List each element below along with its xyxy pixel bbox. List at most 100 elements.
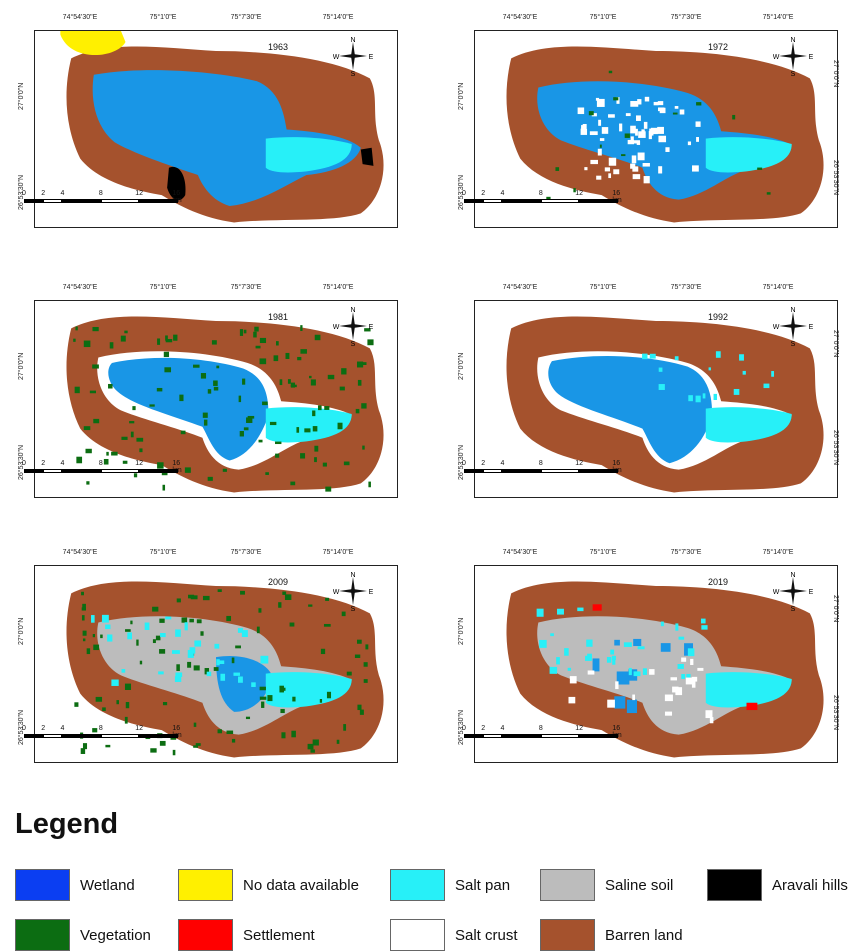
compass-label-e: E xyxy=(369,324,373,331)
north-arrow-icon: N S W E xyxy=(333,306,374,348)
map-year-label: 1963 xyxy=(268,42,289,52)
compass-label-n: N xyxy=(790,572,795,579)
longitude-tick-top: 74°54'30"E xyxy=(502,549,538,556)
latitude-tick-left: 26°53'30"N xyxy=(458,709,465,745)
legend-swatch xyxy=(15,869,70,901)
scale-segment xyxy=(62,469,101,473)
salt-pan-patches xyxy=(91,614,269,687)
longitude-tick-top: 74°54'30"E xyxy=(62,549,98,556)
compass-label-w: W xyxy=(333,589,340,596)
scale-label: 8 xyxy=(538,725,543,732)
legend-swatch xyxy=(178,919,233,951)
compass-label-e: E xyxy=(369,589,373,596)
longitude-tick-top: 74°54'30"E xyxy=(62,284,98,291)
salt-pan-area xyxy=(265,137,352,173)
scale-segment xyxy=(62,199,101,203)
compass-label-w: W xyxy=(773,54,780,61)
salt-crust-patches xyxy=(568,657,714,724)
map-frame xyxy=(34,565,398,763)
scale-segment xyxy=(43,469,63,473)
scale-label: 4 xyxy=(500,190,505,197)
legend-item: Wetland xyxy=(15,868,135,902)
longitude-tick-top: 75°14'0"E xyxy=(762,284,794,291)
latitude-tick-right: 26°53'30"N xyxy=(832,430,839,466)
scale-segment xyxy=(24,734,44,738)
legend-item: Barren land xyxy=(540,918,683,952)
scale-segment xyxy=(100,734,140,738)
scale-label: 0 xyxy=(462,460,466,467)
compass-label-s: S xyxy=(791,606,796,611)
scale-segment xyxy=(483,734,503,738)
latitude-tick-left: 26°53'30"N xyxy=(458,444,465,480)
settlement-area xyxy=(592,604,602,611)
scale-label: 8 xyxy=(538,190,543,197)
scale-label: 2 xyxy=(481,725,486,732)
longitude-tick-top: 75°14'0"E xyxy=(762,549,794,556)
latitude-tick-left: 27°0'0"N xyxy=(18,352,25,380)
compass-label-e: E xyxy=(809,589,813,596)
scale-label: 12 xyxy=(575,460,584,467)
scale-label: 12 xyxy=(135,190,144,197)
legend-swatch xyxy=(707,869,762,901)
compass-label-s: S xyxy=(351,606,356,611)
compass-label-s: S xyxy=(351,341,356,346)
scale-label: 2 xyxy=(481,190,486,197)
scale-segment xyxy=(464,199,484,203)
longitude-tick-top: 75°7'30"E xyxy=(670,14,702,21)
salt-crust-patches xyxy=(577,96,701,184)
scale-label: 0 xyxy=(22,460,26,467)
latitude-tick-left: 27°0'0"N xyxy=(18,617,25,645)
scale-label: 4 xyxy=(60,460,65,467)
scale-segment xyxy=(502,199,541,203)
legend-label: Salt crust xyxy=(455,926,518,944)
compass-label-n: N xyxy=(350,572,355,579)
lake-map xyxy=(66,581,384,758)
scale-segment xyxy=(100,199,140,203)
legend-label: Salt pan xyxy=(455,876,511,894)
scale-label: 12 xyxy=(135,460,144,467)
map-panel-2019: 74°54'30"E 75°1'0"E 75°7'30"E 75°14'0"E 2019… xyxy=(448,545,843,783)
longitude-tick-top: 75°1'0"E xyxy=(149,14,177,21)
salt-pan-area xyxy=(705,407,792,443)
longitude-tick-top: 75°14'0"E xyxy=(322,14,354,21)
scale-label: 2 xyxy=(41,190,46,197)
salt-pan-area xyxy=(705,672,792,708)
legend-label: Settlement xyxy=(243,926,315,944)
longitude-tick-top: 75°14'0"E xyxy=(762,14,794,21)
map-panel-1963: 74°54'30"E 75°1'0"E 75°7'30"E 75°14'0"E 1963… xyxy=(8,10,403,248)
legend-item: Aravali hills xyxy=(707,868,848,902)
salt-pan-patches xyxy=(642,351,775,403)
legend-swatch xyxy=(390,919,445,951)
compass-label-s: S xyxy=(791,341,796,346)
longitude-tick-top: 75°1'0"E xyxy=(589,284,617,291)
latitude-tick-right: 26°53'30"N xyxy=(832,695,839,731)
scale-label: 4 xyxy=(60,190,65,197)
map-frame xyxy=(34,30,398,228)
scale-segment xyxy=(24,199,44,203)
scale-label: 2 xyxy=(481,460,486,467)
salt-pan-area xyxy=(265,407,352,443)
aravali-hills-area xyxy=(360,147,374,166)
vegetation-patches xyxy=(74,589,369,756)
map-panel-1992: 74°54'30"E 75°1'0"E 75°7'30"E 75°14'0"E 1992… xyxy=(448,280,843,518)
north-arrow-icon: N S W E xyxy=(333,571,374,613)
longitude-tick-top: 74°54'30"E xyxy=(62,14,98,21)
scale-segment xyxy=(43,734,63,738)
scale-segment xyxy=(139,734,178,738)
no-data-area xyxy=(60,31,126,56)
scale-label: 8 xyxy=(98,190,103,197)
compass-label-n: N xyxy=(790,307,795,314)
latitude-tick-left: 26°53'30"N xyxy=(458,174,465,210)
compass-label-n: N xyxy=(790,37,795,44)
longitude-tick-top: 75°7'30"E xyxy=(670,284,702,291)
aravali-hills-area xyxy=(167,166,186,201)
longitude-tick-top: 75°1'0"E xyxy=(589,14,617,21)
map-panel-1972: 74°54'30"E 75°1'0"E 75°7'30"E 75°14'0"E 1972… xyxy=(448,10,843,248)
north-arrow-icon: N S W E xyxy=(773,306,814,348)
scale-segment xyxy=(579,734,618,738)
scale-segment xyxy=(43,199,63,203)
latitude-tick-left: 26°53'30"N xyxy=(18,174,25,210)
